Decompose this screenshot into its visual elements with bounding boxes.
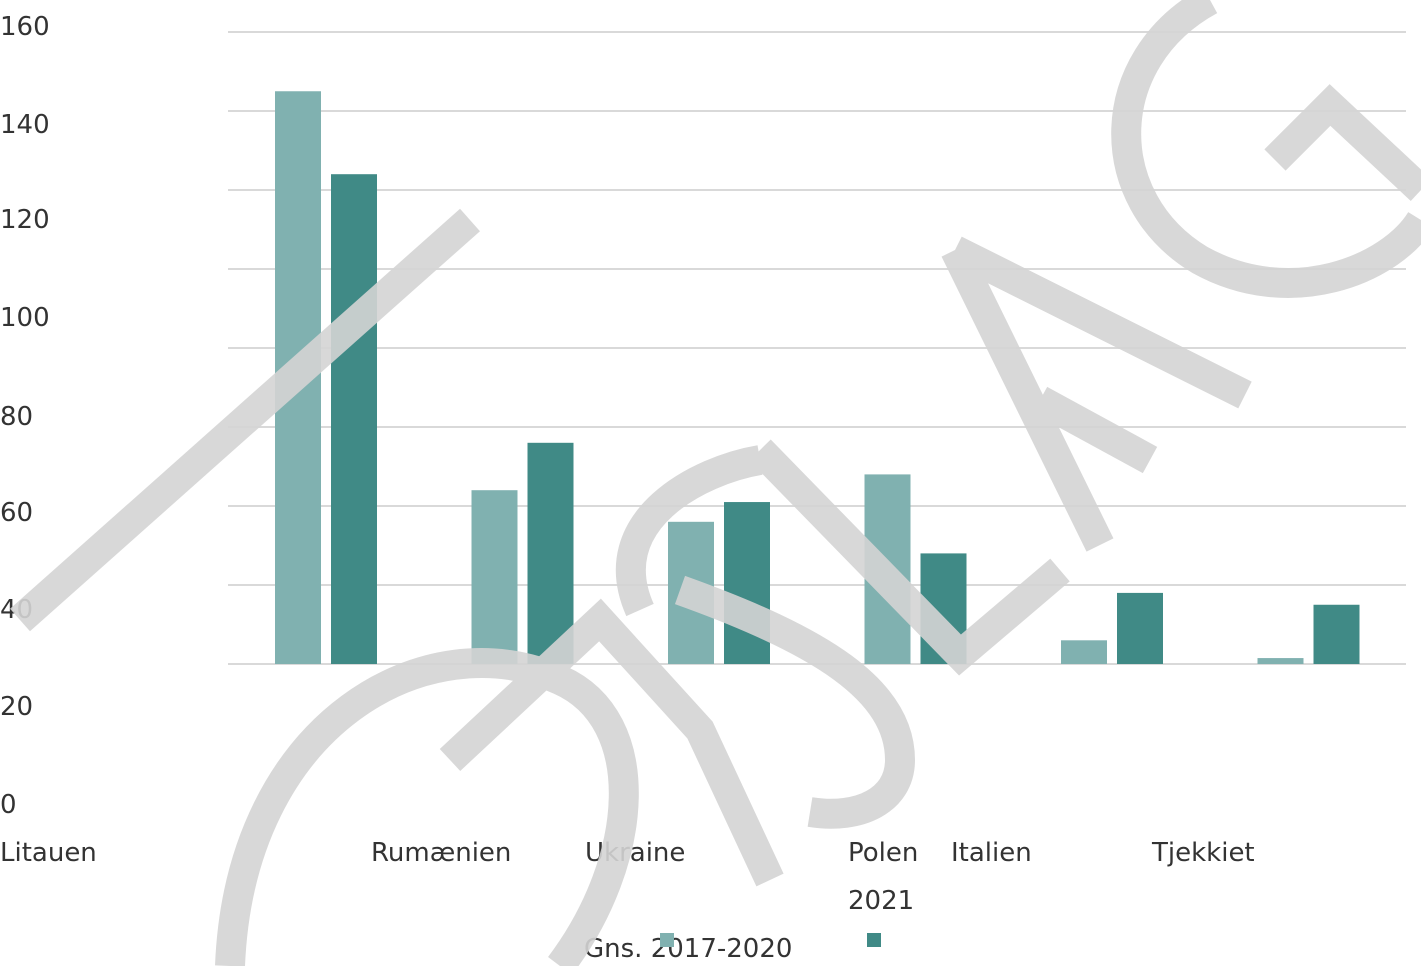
x-tick-label: Italien [951,838,1032,868]
bar-litauen-series-2 [331,174,377,664]
x-tick-label: Ukraine [585,838,686,868]
y-tick-label: 40 [0,595,34,625]
bar-polen-series-1 [864,474,911,664]
y-tick-label: 20 [0,692,34,722]
y-tick-label: 0 [0,790,17,820]
bar-italien-series-1 [1061,640,1107,664]
y-tick-label: 120 [0,205,50,235]
y-tick-label: 60 [0,498,34,528]
legend-label-series-2: 2021 [848,886,915,916]
x-tick-label: Rumænien [371,838,512,868]
legend-swatch-series-1 [660,933,674,947]
bar-rumænien-series-1 [471,490,518,664]
bar-litauen-series-1 [275,91,321,664]
bar-ukraine-series-2 [724,502,770,664]
y-tick-label: 160 [0,12,50,42]
x-tick-label: Tjekkiet [1152,838,1255,868]
bar-italien-series-2 [1117,592,1163,664]
bar-rumænien-series-2 [527,442,574,664]
legend-swatch-series-2 [867,933,881,947]
bar-ukraine-series-1 [668,521,714,664]
bar-tjekkiet-series-1 [1257,658,1304,664]
bar-polen-series-2 [920,553,967,664]
bar-tjekkiet-series-2 [1313,604,1360,664]
x-tick-label: Polen [848,838,919,868]
legend-label-series-1: Gns. 2017-2020 [584,934,793,964]
y-tick-label: 140 [0,110,50,140]
y-tick-label: 100 [0,303,50,333]
x-tick-label: Litauen [0,838,97,868]
y-tick-label: 80 [0,402,34,432]
